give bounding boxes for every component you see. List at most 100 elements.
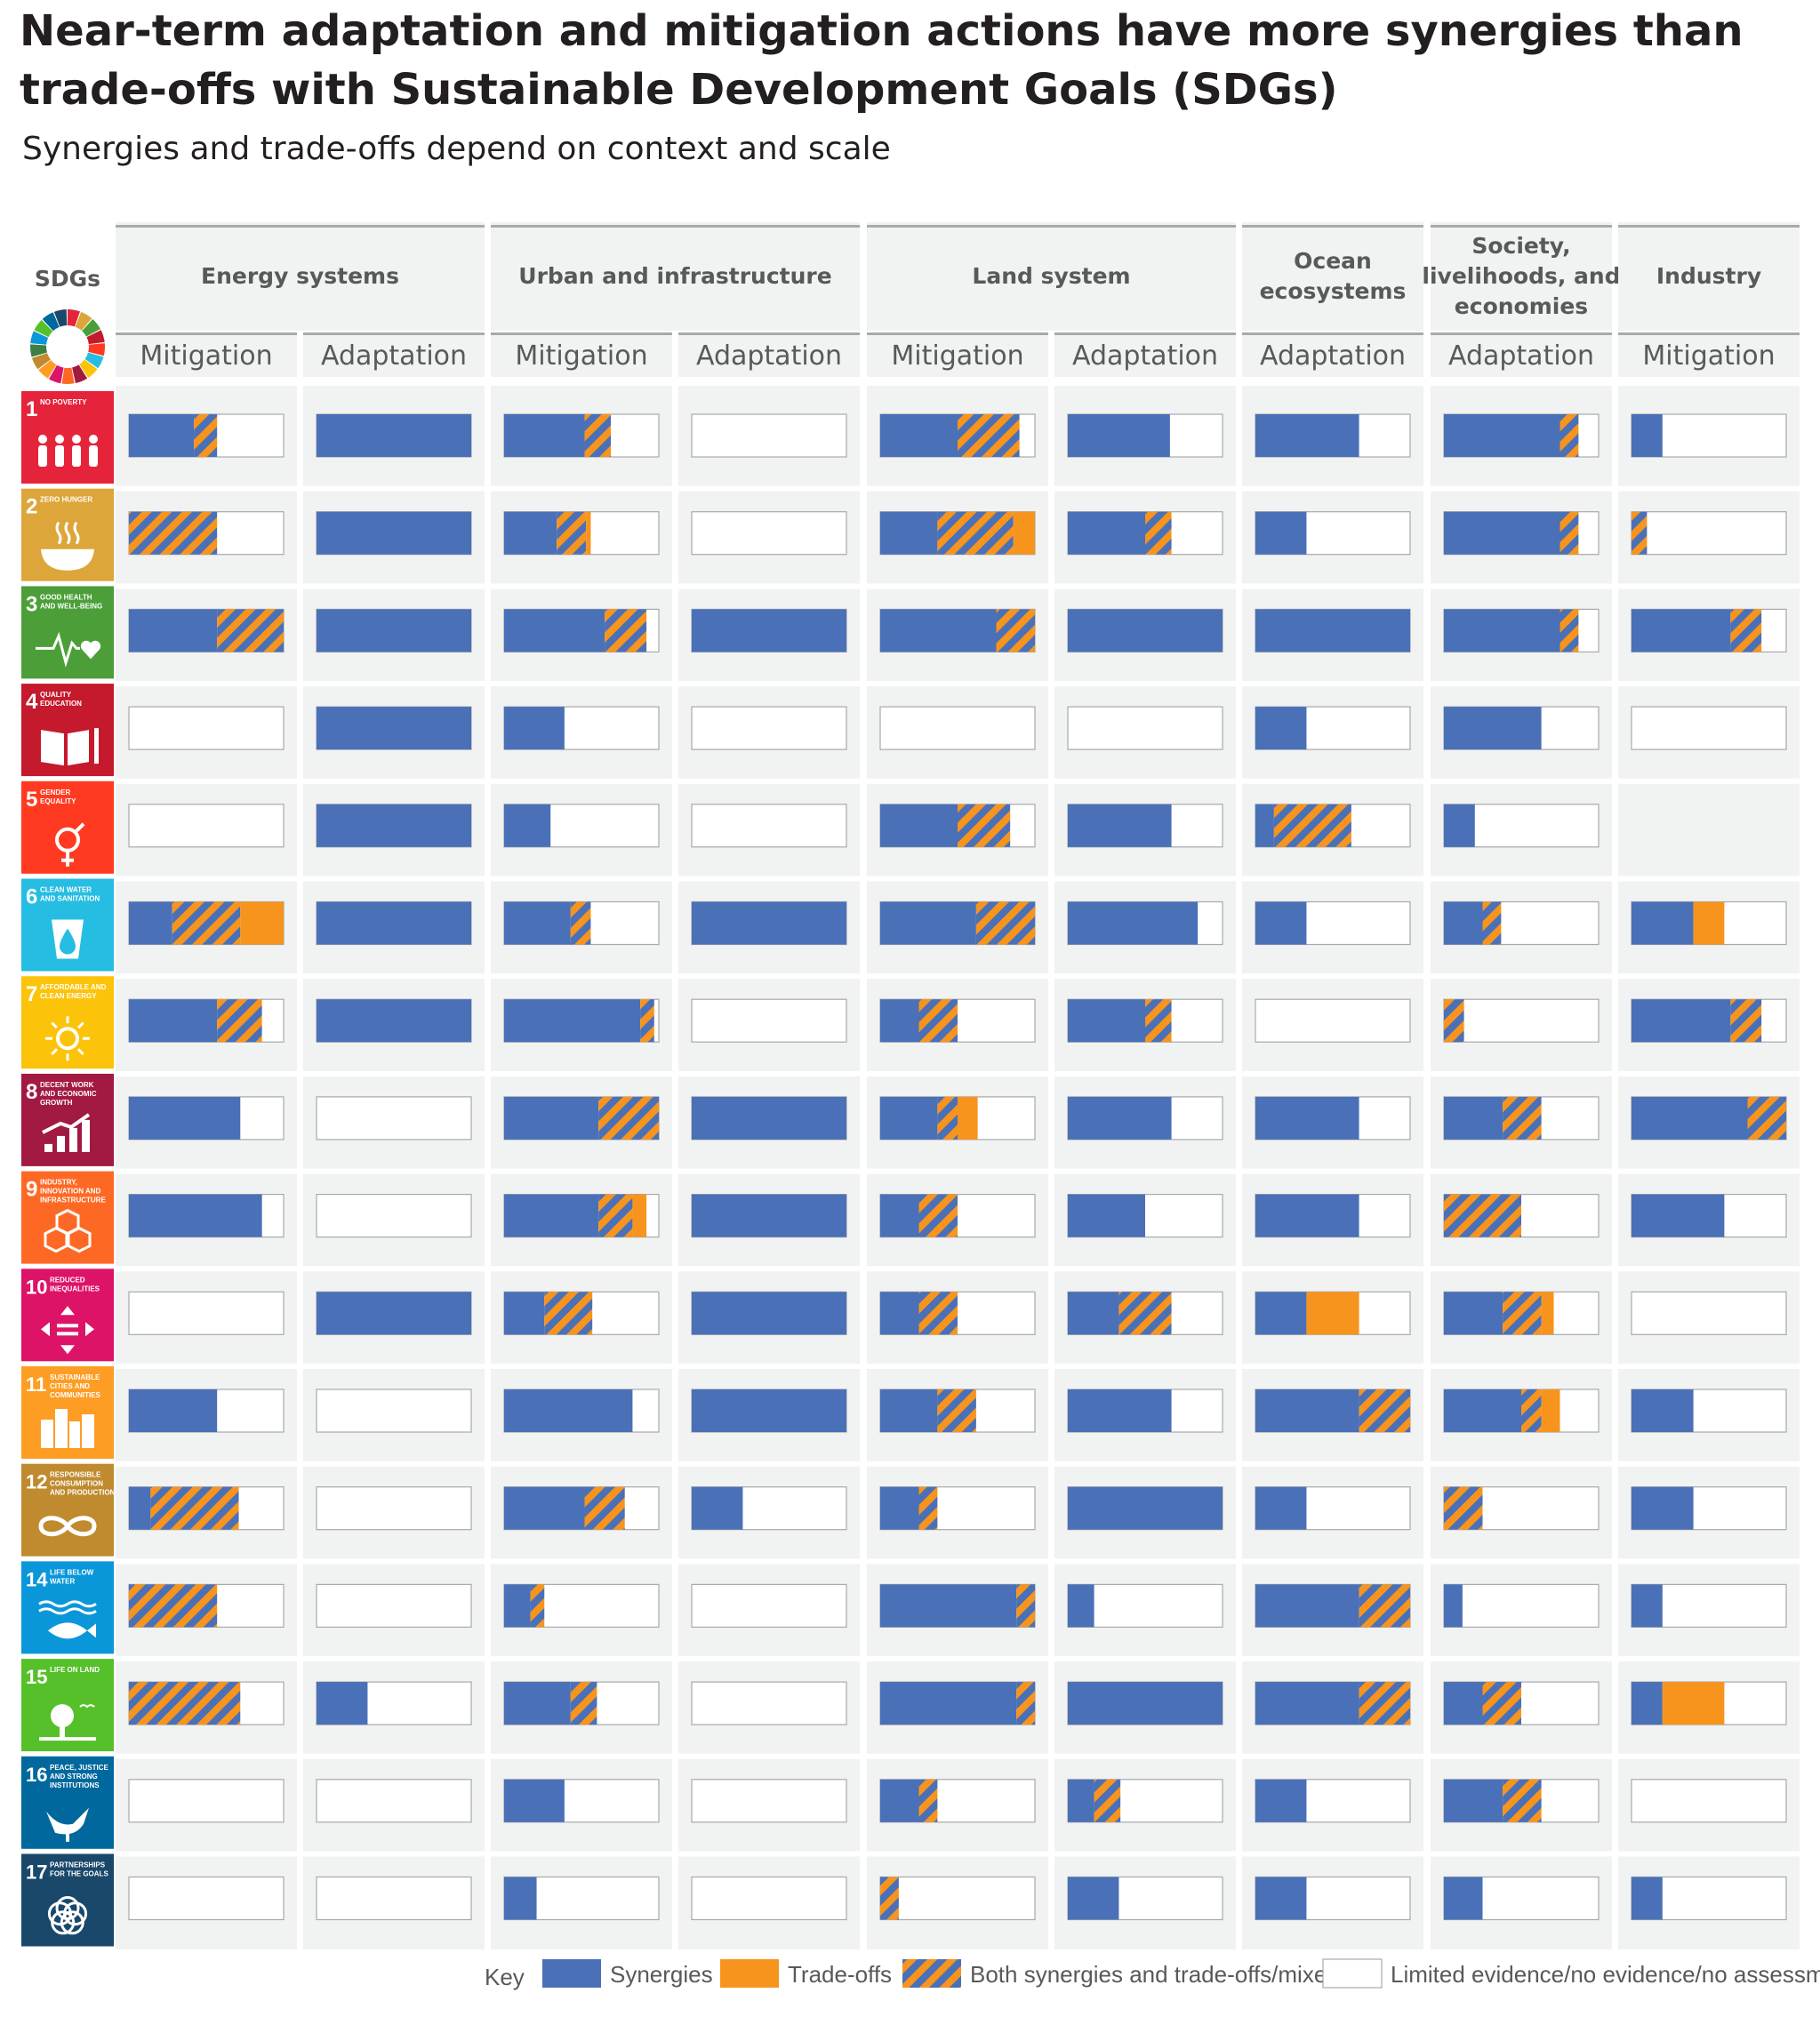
bar-outline [1443,998,1600,1043]
bar-cell [1631,608,1787,653]
group-header-bg [1242,222,1423,331]
bar-cell [691,608,847,653]
bar-cell [879,804,1036,848]
sdg-wheel-segment [38,360,57,379]
synergy-segment [1255,1389,1359,1432]
bar-outline [1631,1291,1787,1335]
gender-icon [55,822,85,867]
bar-cell [1443,511,1600,556]
group-header-label: Urban and infrastructure [518,263,831,289]
row-separator [107,485,1814,492]
bar-cell [503,998,660,1043]
bar-cell [1443,608,1600,653]
rings-icon [47,1896,88,1935]
bar-outline [316,1193,472,1238]
sdg-wheel-segment [82,318,101,337]
row-separator [107,1168,1814,1174]
bowl-shape [41,548,94,571]
bar-outline [1631,511,1787,556]
column-header-rule [1431,332,1612,335]
gender-arrow [73,822,85,835]
mixed-segment [150,1486,239,1530]
column-header-rule [678,332,860,335]
bar-cell [128,1583,285,1629]
synergy-segment [880,1096,938,1140]
group-header-rule [116,225,485,228]
bar-cell [879,1779,1036,1823]
column-header-bg [491,332,672,377]
sdg-label: REDUCED [50,1276,85,1284]
bar-cell [316,1583,472,1629]
bar-cell [1631,706,1787,750]
sdg-number: 7 [26,982,37,1006]
synergy-segment [504,1779,565,1822]
synergy-segment [1068,1292,1119,1335]
group-header-label: economies [1455,293,1588,319]
synergy-segment [1444,1096,1503,1140]
synergy-segment [1444,414,1560,457]
synergy-segment [1444,804,1475,847]
bar-outline [316,1389,472,1433]
synergy-segment [692,1292,846,1335]
tradeoff-segment [958,1096,978,1140]
mixed-segment [918,1779,938,1822]
sun-ray [51,1021,59,1029]
sdg-label: FOR THE GOALS [50,1870,108,1878]
bar-cell [316,1291,472,1335]
synergy-segment [1068,1779,1094,1822]
bar-outline [1631,1779,1787,1823]
column-header-label: Mitigation [891,340,1023,372]
bar-cell [879,1681,1036,1725]
bar-cell [503,608,660,653]
equality-arrows-icon [41,1306,94,1355]
synergy-segment [1068,804,1172,847]
bar-outline [691,511,847,556]
bar-cell [128,998,285,1043]
tradeoff-segment [1662,1682,1725,1725]
bar-cell [691,413,847,458]
synergy-segment [1068,1389,1172,1432]
bar-cell [1255,413,1411,458]
tradeoff-segment [586,511,591,555]
synergy-segment [1632,1877,1663,1920]
bar-cell [691,511,847,556]
bar-cell [1443,1193,1600,1238]
synergy-segment [504,609,605,652]
bar-cell [1443,1291,1600,1335]
bar-cell [316,511,472,556]
row-separator [107,1364,1814,1369]
sdg-number: 14 [26,1568,48,1590]
legend-label-synergies: Synergies [610,1961,713,1988]
synergy-segment [692,1194,846,1237]
column-header-bg [1242,332,1423,377]
group-header-rule [1242,225,1423,228]
sdg-label: INFRASTRUCTURE [40,1197,106,1205]
bar-cell [1255,998,1411,1043]
mixed-segment [975,901,1035,945]
synergy-segment [880,1194,919,1237]
sdg-wheel-segment [31,353,51,370]
mixed-segment [1503,1779,1542,1822]
synergy-segment [504,707,565,750]
bar-cell [1255,706,1411,750]
bar-cell [1067,998,1223,1043]
dove-icon [46,1807,89,1842]
row-separator [107,778,1814,784]
row-separator [107,876,1814,882]
bar-cell [879,608,1036,653]
bar-outline [316,1486,472,1531]
bar-cell [1631,1876,1787,1921]
synergy-segment [504,1389,633,1432]
mixed-segment [918,999,958,1043]
bar-cell [1067,1389,1223,1433]
mixed-segment [1444,999,1464,1043]
bar-cell [1631,1291,1787,1335]
bar-cell [1067,1291,1223,1335]
growth-chart-icon [42,1113,91,1152]
synergy-segment [1632,1682,1663,1725]
city-building [55,1409,68,1448]
city-building [82,1414,94,1448]
